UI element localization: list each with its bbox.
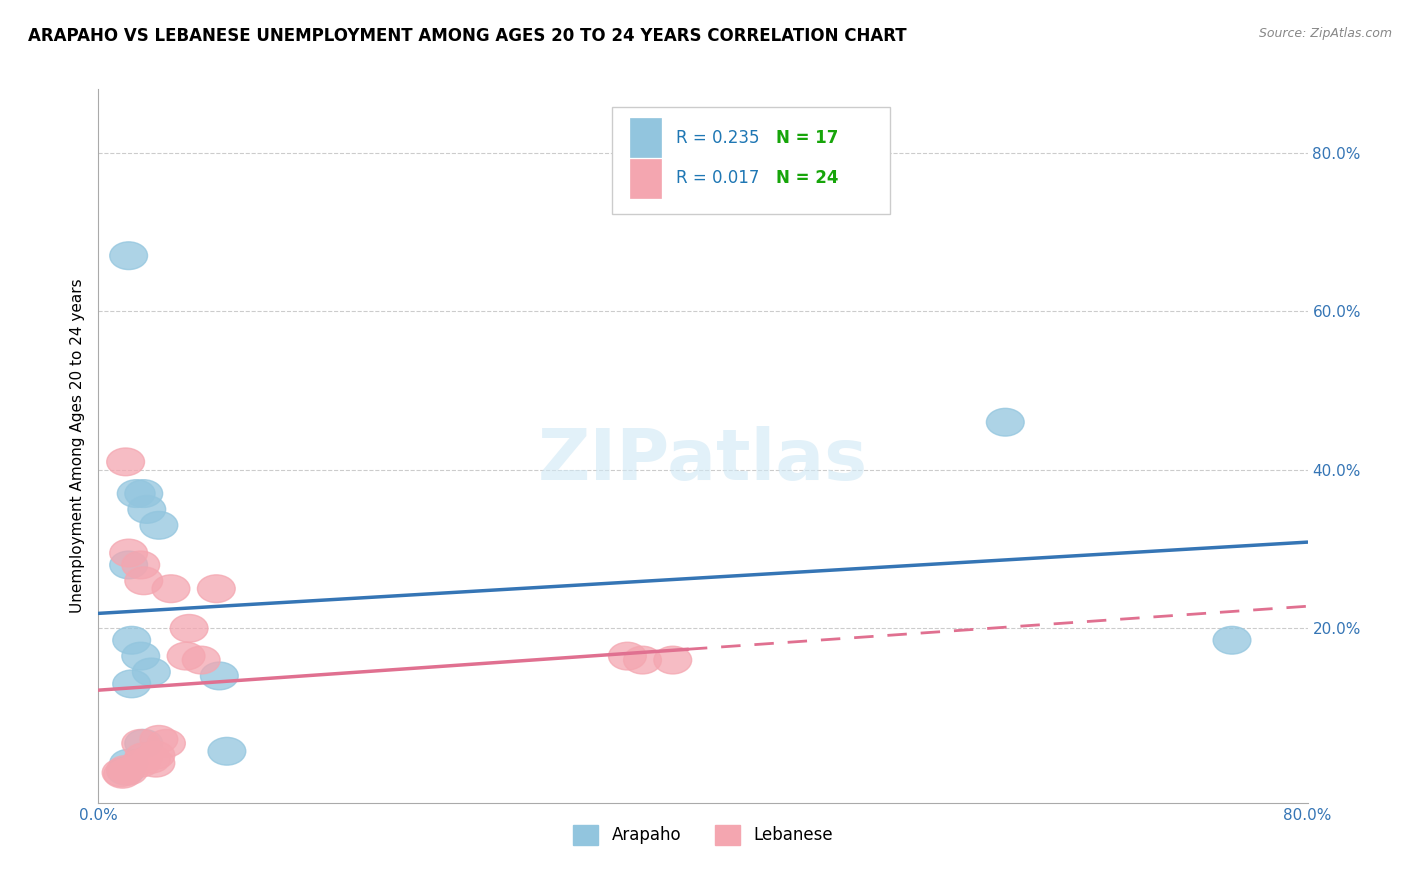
Ellipse shape bbox=[197, 574, 235, 603]
Ellipse shape bbox=[132, 658, 170, 686]
Ellipse shape bbox=[110, 242, 148, 269]
Ellipse shape bbox=[122, 642, 160, 670]
Ellipse shape bbox=[110, 551, 148, 579]
FancyBboxPatch shape bbox=[630, 118, 661, 157]
Ellipse shape bbox=[132, 746, 170, 773]
Ellipse shape bbox=[122, 551, 160, 579]
Ellipse shape bbox=[104, 760, 142, 789]
Y-axis label: Unemployment Among Ages 20 to 24 years: Unemployment Among Ages 20 to 24 years bbox=[69, 278, 84, 614]
Ellipse shape bbox=[987, 409, 1024, 436]
Ellipse shape bbox=[170, 615, 208, 642]
Ellipse shape bbox=[125, 480, 163, 508]
Ellipse shape bbox=[112, 626, 150, 654]
Ellipse shape bbox=[122, 749, 160, 777]
Ellipse shape bbox=[141, 725, 177, 753]
Ellipse shape bbox=[624, 646, 661, 674]
Ellipse shape bbox=[208, 738, 246, 765]
Ellipse shape bbox=[136, 749, 174, 777]
Ellipse shape bbox=[125, 730, 163, 757]
Ellipse shape bbox=[609, 642, 647, 670]
Text: R = 0.017: R = 0.017 bbox=[676, 169, 759, 187]
Text: R = 0.235: R = 0.235 bbox=[676, 128, 759, 146]
Text: Source: ZipAtlas.com: Source: ZipAtlas.com bbox=[1258, 27, 1392, 40]
Ellipse shape bbox=[136, 741, 174, 769]
Ellipse shape bbox=[125, 743, 163, 771]
Ellipse shape bbox=[201, 662, 238, 690]
Ellipse shape bbox=[110, 539, 148, 567]
Ellipse shape bbox=[152, 574, 190, 603]
Legend: Arapaho, Lebanese: Arapaho, Lebanese bbox=[567, 818, 839, 852]
Ellipse shape bbox=[107, 448, 145, 475]
Text: N = 17: N = 17 bbox=[776, 128, 838, 146]
Ellipse shape bbox=[117, 480, 155, 508]
Ellipse shape bbox=[103, 759, 141, 787]
Ellipse shape bbox=[148, 730, 186, 757]
Ellipse shape bbox=[141, 511, 177, 539]
Text: ARAPAHO VS LEBANESE UNEMPLOYMENT AMONG AGES 20 TO 24 YEARS CORRELATION CHART: ARAPAHO VS LEBANESE UNEMPLOYMENT AMONG A… bbox=[28, 27, 907, 45]
Ellipse shape bbox=[110, 757, 148, 785]
Text: N = 24: N = 24 bbox=[776, 169, 838, 187]
Ellipse shape bbox=[112, 670, 150, 698]
Ellipse shape bbox=[167, 642, 205, 670]
Ellipse shape bbox=[125, 567, 163, 595]
Ellipse shape bbox=[110, 749, 148, 777]
Ellipse shape bbox=[1213, 626, 1251, 654]
Ellipse shape bbox=[183, 646, 221, 674]
FancyBboxPatch shape bbox=[630, 159, 661, 198]
Ellipse shape bbox=[107, 757, 145, 785]
Ellipse shape bbox=[654, 646, 692, 674]
Ellipse shape bbox=[128, 496, 166, 524]
Ellipse shape bbox=[107, 756, 145, 783]
Ellipse shape bbox=[122, 730, 160, 757]
Text: ZIPatlas: ZIPatlas bbox=[538, 425, 868, 495]
FancyBboxPatch shape bbox=[613, 107, 890, 214]
